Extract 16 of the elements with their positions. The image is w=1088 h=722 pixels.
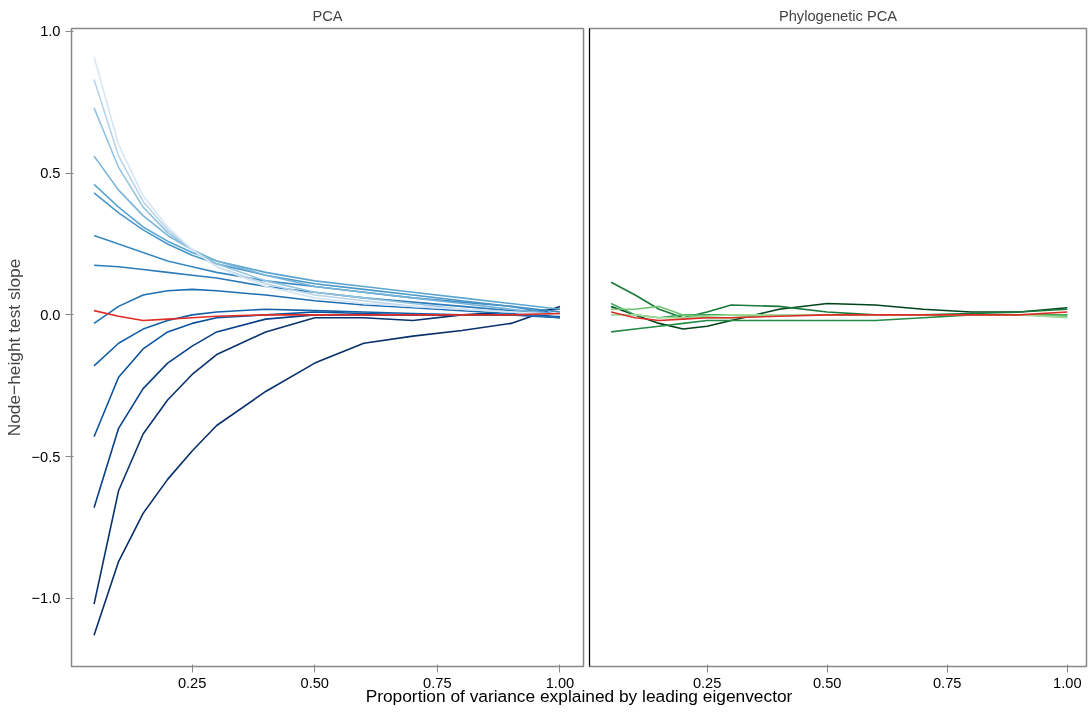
y-tick-label: −0.5 (31, 448, 61, 465)
y-tick-label: −1.0 (31, 590, 61, 607)
x-tick-label: 0.25 (692, 674, 722, 691)
x-tick-label: 1.00 (545, 674, 575, 691)
y-axis-title: Node−height test slope (3, 258, 24, 437)
y-tick-label: 0.0 (40, 306, 61, 323)
chart-title: PCA (312, 7, 343, 24)
x-tick-label: 1.00 (1053, 674, 1082, 691)
chart-title: Phylogenetic PCA (778, 7, 898, 24)
y-tick-label: 1.0 (40, 23, 61, 40)
x-tick-label: 0.50 (300, 674, 330, 691)
x-tick-label: 0.75 (423, 674, 452, 691)
x-tick-label: 0.25 (177, 674, 207, 691)
x-tick-label: 0.50 (812, 674, 842, 691)
y-tick-label: 0.5 (40, 165, 61, 182)
x-tick-label: 0.75 (932, 674, 962, 691)
